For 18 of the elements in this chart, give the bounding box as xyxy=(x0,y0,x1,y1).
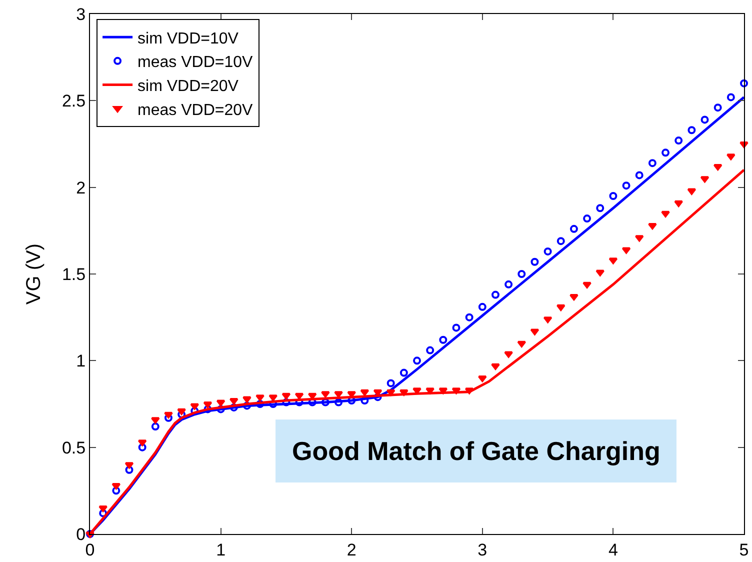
y-tick-label: 2.5 xyxy=(62,92,86,111)
legend-label: meas VDD=20V xyxy=(138,102,254,119)
x-tick-label: 3 xyxy=(478,540,488,560)
y-tick-label: 3 xyxy=(76,4,86,24)
y-axis-title: VG (V) xyxy=(23,243,45,305)
annotation: Good Match of Gate Charging xyxy=(292,436,660,466)
y-tick-label: 1 xyxy=(76,352,86,371)
y-tick-label: 1.5 xyxy=(62,264,86,284)
legend-label: meas VDD=10V xyxy=(138,54,254,72)
y-tick-label: 0.5 xyxy=(62,438,86,458)
y-tick-label: 2 xyxy=(76,178,86,198)
legend-label: sim VDD=10V xyxy=(138,30,239,48)
x-tick-label: 1 xyxy=(216,540,226,560)
x-tick-label: 2 xyxy=(346,540,356,560)
x-tick-label: 4 xyxy=(608,540,618,560)
x-tick-label: 5 xyxy=(739,540,749,560)
legend-label: sim VDD=20V xyxy=(138,78,239,95)
y-tick-label: 0 xyxy=(76,524,86,544)
